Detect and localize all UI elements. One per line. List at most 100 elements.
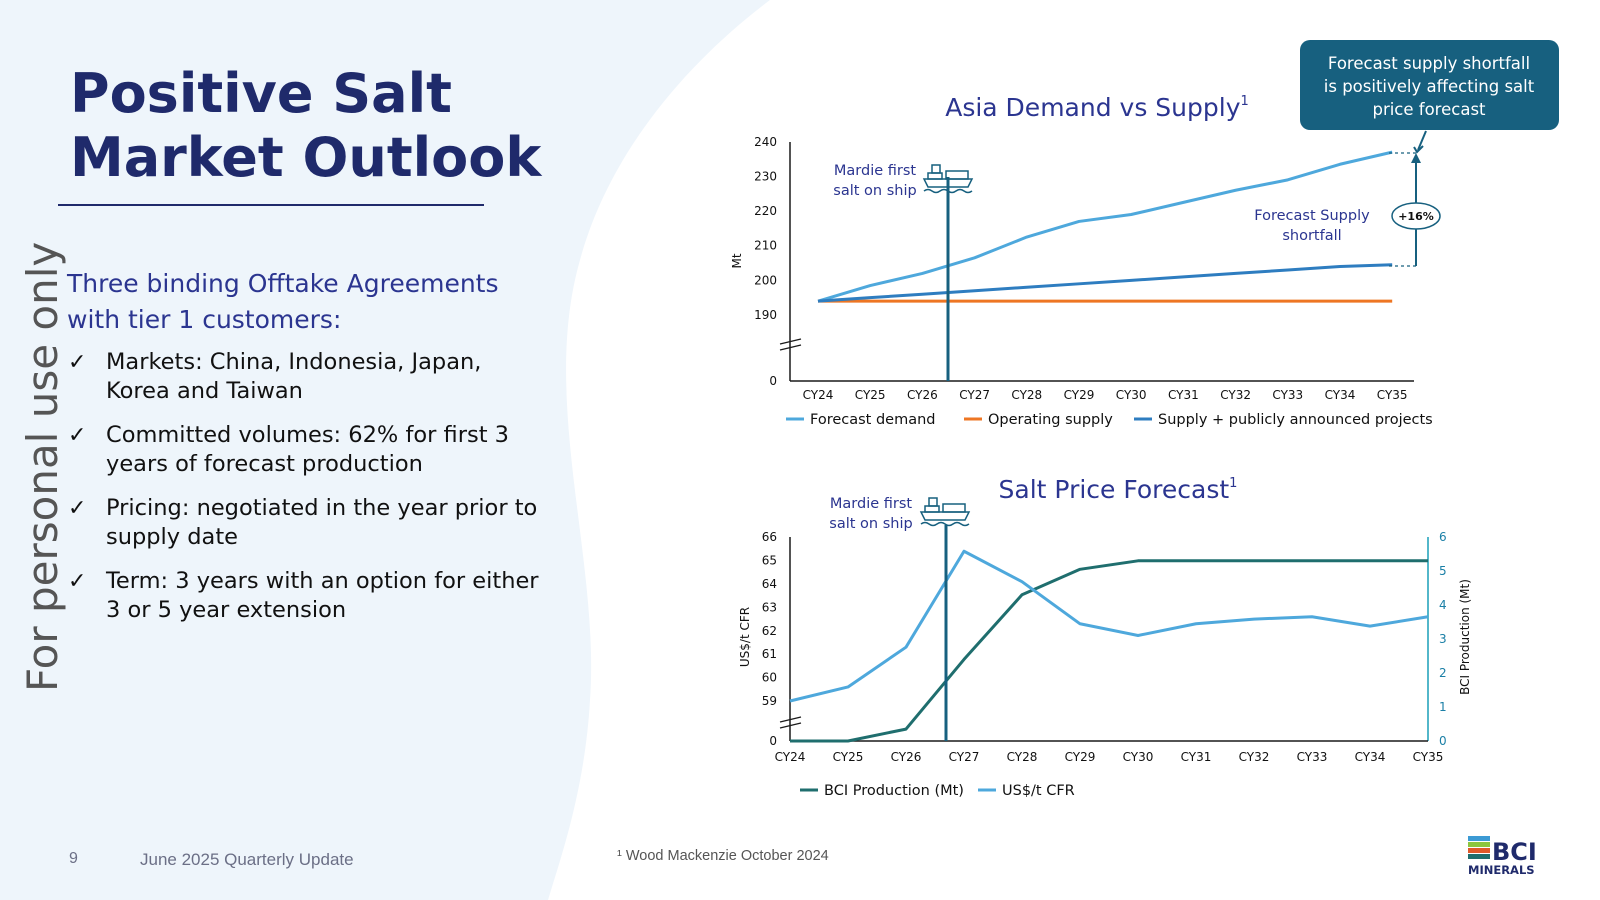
x-tick-label: CY28 — [1011, 388, 1042, 402]
y-tick-label: 240 — [754, 135, 777, 149]
series-lines — [817, 150, 1393, 303]
series-line — [817, 150, 1393, 303]
demand-supply-chart: Asia Demand vs Supply1 Mt 0 190 200 210 220 2… — [730, 93, 1441, 428]
y-tick-label: 60 — [762, 671, 777, 685]
page-number: 9 — [69, 850, 78, 867]
callout-line-2: is positively affecting salt — [1324, 77, 1535, 96]
ship-icon — [922, 164, 974, 194]
y2-tick-label: 4 — [1439, 598, 1447, 612]
y-tick-label: 62 — [762, 624, 777, 638]
shortfall-badge-text: +16% — [1398, 210, 1434, 223]
bullet-line-1: Markets: China, Indonesia, Japan, — [106, 349, 482, 375]
title-underline — [58, 204, 484, 206]
offtake-intro: Three binding Offtake Agreements with ti… — [67, 266, 587, 338]
chart-title: Asia Demand vs Supply1 — [945, 93, 1249, 122]
y-tick-label: 190 — [754, 308, 777, 322]
x-tick-label: CY24 — [803, 388, 834, 402]
footer-title: June 2025 Quarterly Update — [140, 850, 354, 869]
x-tick-label: CY33 — [1297, 750, 1328, 764]
checkmark-icon: ✓ — [68, 569, 87, 594]
x-tick-labels: CY24 CY25 CY26 CY27 CY28 CY29 CY30 CY31 CY32 CY33… — [803, 388, 1408, 402]
y-tick-label: 230 — [754, 169, 777, 183]
x-tick-label: CY35 — [1413, 750, 1444, 764]
svg-text:MINERALS: MINERALS — [1468, 863, 1535, 876]
checkmark-icon: ✓ — [68, 496, 87, 521]
y-tick-label: 59 — [762, 694, 777, 708]
x-tick-label: CY31 — [1181, 750, 1212, 764]
y-tick-label: 210 — [754, 239, 777, 253]
bullet-markets: ✓ Markets: China, Indonesia, Japan, Korea … — [68, 348, 568, 406]
y-axis-label: US$/t CFR — [738, 607, 752, 667]
x-tick-label: CY29 — [1065, 750, 1096, 764]
marker-label-line-1: Mardie first — [830, 496, 913, 512]
legend-label: Supply + publicly announced projects — [1158, 412, 1433, 428]
shortfall-annotation-line-1: Forecast Supply — [1254, 208, 1370, 224]
y-tick-label: 220 — [754, 204, 777, 218]
source-footnote: ¹ Wood Mackenzie October 2024 — [617, 848, 829, 864]
series-line — [790, 559, 1428, 743]
y-tick-label: 0 — [769, 734, 777, 748]
callout-box — [1300, 40, 1559, 130]
callout-pointer — [1417, 130, 1427, 151]
checkmark-icon: ✓ — [68, 423, 87, 448]
marker-label-line-2: salt on ship — [829, 516, 912, 532]
x-tick-label: CY25 — [833, 750, 864, 764]
marker-label-line-2: salt on ship — [833, 183, 916, 199]
legend-label: US$/t CFR — [1002, 783, 1075, 799]
x-tick-label: CY24 — [775, 750, 806, 764]
legend-label: Forecast demand — [810, 412, 936, 428]
y-tick-label: 0 — [769, 374, 777, 388]
checkmark-icon: ✓ — [68, 350, 87, 375]
shortfall-arrow-head — [1411, 153, 1421, 163]
axis-break-mark — [779, 716, 802, 729]
callout-pointer-head — [1413, 145, 1424, 154]
x-tick-label: CY33 — [1272, 388, 1303, 402]
legend: Forecast demand Operating supply Supply + … — [786, 412, 1433, 428]
x-tick-label: CY29 — [1064, 388, 1095, 402]
svg-text:BCI: BCI — [1492, 838, 1537, 866]
series-lines — [789, 549, 1429, 743]
x-tick-label: CY26 — [907, 388, 938, 402]
y-tick-labels: 0 190 200 210 220 230 240 — [754, 135, 777, 388]
y2-tick-label: 5 — [1439, 564, 1447, 578]
y2-tick-label: 6 — [1439, 530, 1447, 544]
bullet-line-2: 3 or 5 year extension — [106, 597, 347, 623]
y-tick-labels: 0 59 60 61 62 63 64 65 66 — [762, 530, 777, 748]
y2-tick-label: 1 — [1439, 700, 1447, 714]
x-tick-label: CY26 — [891, 750, 922, 764]
bullet-line-1: Term: 3 years with an option for either — [106, 568, 539, 594]
legend: BCI Production (Mt) US$/t CFR — [800, 783, 1075, 799]
salt-price-chart: Salt Price Forecast1 US$/t CFR BCI Produ… — [738, 475, 1472, 799]
x-tick-label: CY34 — [1325, 388, 1356, 402]
bullet-line-1: Pricing: negotiated in the year prior to — [106, 495, 538, 521]
bullet-line-1: Committed volumes: 62% for first 3 — [106, 422, 509, 448]
x-tick-label: CY30 — [1123, 750, 1154, 764]
slide-title: Positive Salt Market Outlook — [70, 62, 541, 190]
y2-tick-label: 3 — [1439, 632, 1447, 646]
x-tick-label: CY25 — [855, 388, 886, 402]
x-tick-label: CY34 — [1355, 750, 1386, 764]
y2-axis-label: BCI Production (Mt) — [1458, 579, 1472, 695]
legend-label: BCI Production (Mt) — [824, 783, 964, 799]
bullet-line-2: years of forecast production — [106, 451, 423, 477]
y-tick-label: 200 — [754, 273, 777, 287]
shortfall-annotation-line-2: shortfall — [1282, 228, 1341, 244]
x-tick-label: CY35 — [1377, 388, 1408, 402]
bullet-term: ✓ Term: 3 years with an option for either… — [68, 567, 568, 625]
y-tick-label: 66 — [762, 530, 777, 544]
x-tick-label: CY32 — [1220, 388, 1251, 402]
y-tick-label: 63 — [762, 600, 777, 614]
bci-minerals-logo: BCI MINERALS — [1468, 836, 1537, 876]
legend-label: Operating supply — [988, 412, 1113, 428]
y2-tick-label: 2 — [1439, 666, 1447, 680]
y-tick-label: 65 — [762, 554, 777, 568]
x-tick-labels: CY24 CY25 CY26 CY27 CY28 CY29 CY30 CY31 CY32 CY33… — [775, 750, 1444, 764]
ship-icon — [919, 497, 971, 527]
y-tick-label: 61 — [762, 647, 777, 661]
intro-line-1: Three binding Offtake Agreements — [67, 269, 499, 298]
y-tick-label: 64 — [762, 577, 777, 591]
y2-tick-labels: 0 1 2 3 4 5 6 — [1439, 530, 1447, 748]
callout-line-3: price forecast — [1372, 100, 1486, 119]
x-tick-label: CY31 — [1168, 388, 1199, 402]
